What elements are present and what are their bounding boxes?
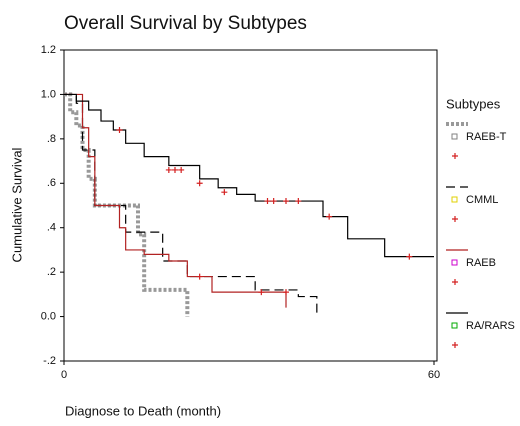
survival-curve — [64, 92, 190, 317]
plot-frame — [63, 49, 438, 362]
legend-censor — [452, 279, 458, 285]
censor-mark — [270, 198, 277, 205]
censor-mark — [221, 189, 228, 196]
legend-label: RA/RARS — [466, 320, 515, 332]
x-tick-label: 0 — [61, 369, 67, 381]
legend-label: RAEB-T — [466, 131, 507, 143]
censor-mark — [283, 289, 289, 296]
censor-mark — [283, 198, 289, 205]
y-tick-label: -.2 — [43, 355, 56, 367]
legend-marker — [451, 259, 458, 266]
censor-mark — [406, 253, 413, 260]
legend-marker — [451, 133, 458, 140]
y-tick-label: 0.0 — [41, 310, 56, 322]
y-tick-label: .6 — [47, 177, 56, 189]
censor-mark — [258, 289, 265, 296]
censor-mark — [196, 273, 203, 280]
censor-mark — [116, 126, 123, 133]
legend-label: CMML — [466, 194, 498, 206]
chart-title: Overall Survival by Subtypes — [64, 13, 307, 34]
censor-mark — [178, 166, 185, 173]
y-axis-title: Cumulative Survival — [9, 147, 24, 262]
censor-mark — [295, 198, 302, 205]
legend-censor — [452, 216, 458, 222]
survival-curve — [64, 93, 287, 308]
censor-mark — [165, 166, 172, 173]
censor-mark — [196, 180, 203, 187]
survival-curve — [64, 93, 434, 258]
legend-censor — [452, 342, 458, 348]
legend-marker — [451, 322, 458, 329]
censor-mark — [264, 198, 271, 205]
y-tick-label: .2 — [47, 266, 56, 278]
x-tick-label: 60 — [428, 369, 440, 381]
legend-censor — [452, 153, 458, 159]
y-tick-label: .4 — [47, 222, 56, 234]
y-tick-label: 1.0 — [41, 88, 56, 100]
legend-label: RAEB — [466, 257, 496, 269]
legend-marker — [451, 196, 458, 203]
y-tick-label: .8 — [47, 133, 56, 145]
legend-title: Subtypes — [446, 96, 501, 111]
censor-mark — [172, 166, 178, 173]
y-tick-label: 1.2 — [41, 44, 56, 56]
x-axis-title: Diagnose to Death (month) — [65, 403, 221, 418]
censor-mark — [326, 213, 333, 220]
